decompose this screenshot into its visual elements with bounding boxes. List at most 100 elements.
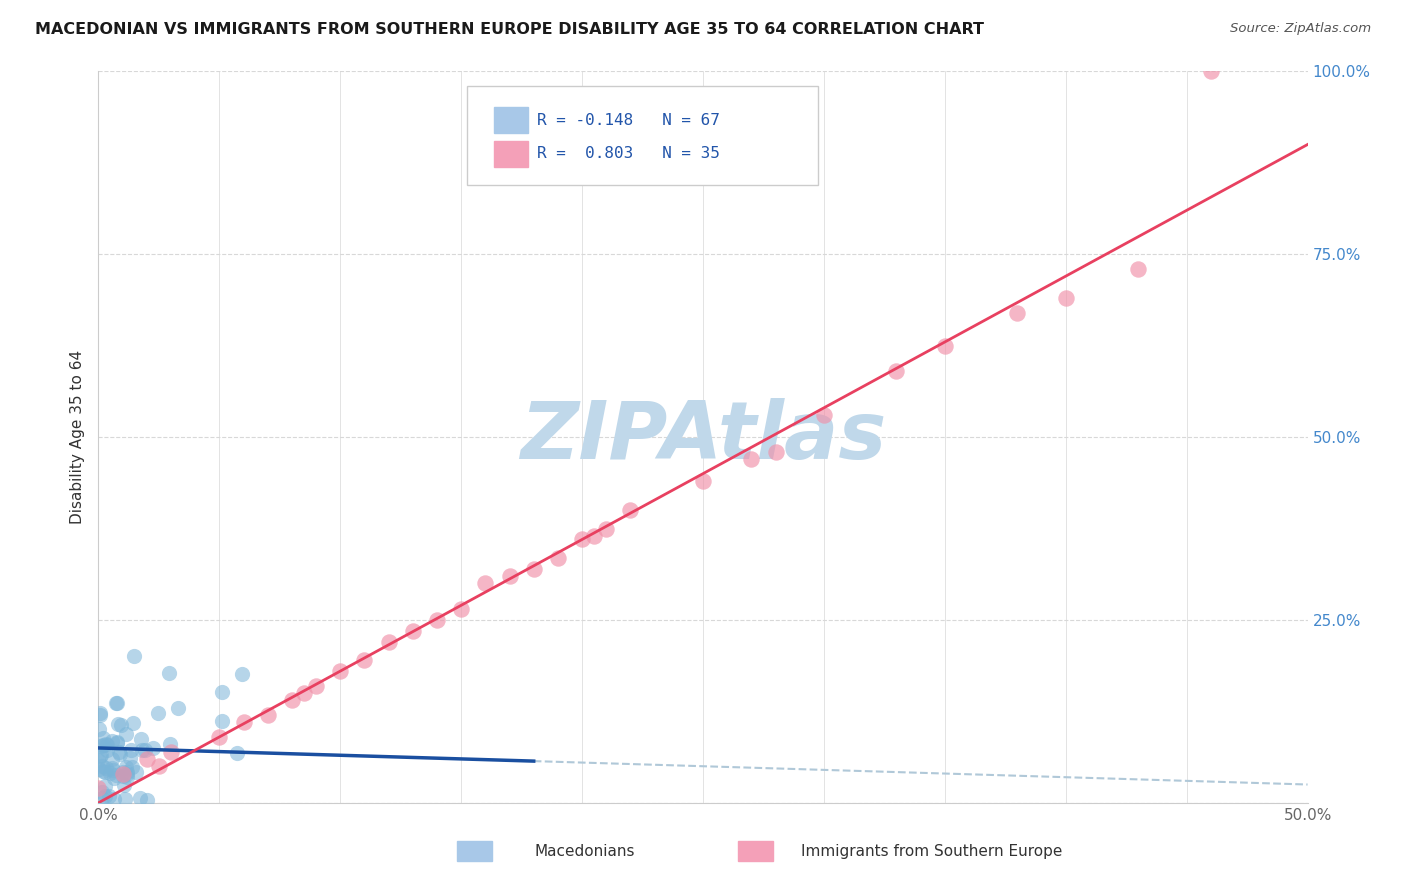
Point <box>765 444 787 458</box>
Point <box>94 764 117 779</box>
Text: R = -0.148   N = 67: R = -0.148 N = 67 <box>537 112 720 128</box>
Point <box>115 760 138 774</box>
Point <box>886 364 908 378</box>
Point <box>498 569 520 583</box>
Point <box>142 740 165 755</box>
Point <box>231 666 253 681</box>
Point <box>402 624 425 638</box>
Point <box>135 752 157 766</box>
Point <box>117 771 139 785</box>
Point <box>121 715 143 730</box>
Y-axis label: Disability Age 35 to 64: Disability Age 35 to 64 <box>70 350 86 524</box>
Point <box>101 733 124 747</box>
Point <box>159 737 181 751</box>
Point <box>292 686 315 700</box>
Point <box>90 739 112 753</box>
Point <box>523 562 546 576</box>
Point <box>87 762 110 776</box>
Point <box>547 550 569 565</box>
Point <box>583 529 606 543</box>
Point <box>103 771 125 785</box>
Point <box>89 706 111 720</box>
Point <box>934 338 956 352</box>
Point <box>353 653 375 667</box>
Point <box>232 715 254 730</box>
Point <box>105 696 128 710</box>
Point <box>619 503 641 517</box>
Point <box>107 736 129 750</box>
FancyBboxPatch shape <box>467 86 818 185</box>
Point <box>1128 261 1150 276</box>
Point <box>305 679 328 693</box>
Point <box>125 765 148 780</box>
Point <box>94 761 117 775</box>
Point <box>426 613 449 627</box>
Point <box>256 708 278 723</box>
Point <box>131 743 153 757</box>
Point <box>98 789 121 804</box>
Point <box>105 696 128 710</box>
Point <box>740 452 762 467</box>
Point <box>87 781 110 796</box>
Point <box>225 746 247 760</box>
Point <box>120 743 142 757</box>
Point <box>111 764 134 779</box>
Point <box>474 576 496 591</box>
Point <box>108 747 131 761</box>
Point <box>87 753 110 767</box>
Point <box>692 474 714 488</box>
Point <box>94 737 117 751</box>
Point <box>93 764 115 778</box>
Point <box>104 768 127 782</box>
Text: Immigrants from Southern Europe: Immigrants from Southern Europe <box>801 845 1063 859</box>
Point <box>813 408 835 422</box>
Point <box>89 723 111 737</box>
Point <box>211 714 233 728</box>
Point <box>281 693 304 707</box>
Point <box>101 761 124 775</box>
Point <box>134 742 156 756</box>
Point <box>100 752 122 766</box>
Text: ZIPAtlas: ZIPAtlas <box>520 398 886 476</box>
Point <box>101 763 124 777</box>
Point <box>91 738 114 752</box>
Point <box>122 649 145 664</box>
Point <box>129 732 152 747</box>
Point <box>115 764 138 779</box>
Point <box>114 791 136 805</box>
Point <box>135 793 157 807</box>
Point <box>96 738 118 752</box>
Text: R =  0.803   N = 35: R = 0.803 N = 35 <box>537 146 720 161</box>
Point <box>105 734 128 748</box>
Point <box>110 717 132 731</box>
Point <box>1199 64 1222 78</box>
Point <box>1007 306 1029 320</box>
Point <box>90 785 112 799</box>
Point <box>329 664 352 678</box>
Point <box>112 769 135 783</box>
Point <box>148 759 170 773</box>
Point <box>166 701 188 715</box>
Point <box>114 727 136 741</box>
Point <box>121 760 143 774</box>
Point <box>111 766 134 780</box>
Point <box>96 743 118 757</box>
Point <box>107 745 129 759</box>
Point <box>129 790 152 805</box>
Point <box>89 749 111 764</box>
Point <box>91 759 114 773</box>
Point <box>1054 291 1077 305</box>
Point <box>98 765 121 780</box>
Point <box>146 706 169 720</box>
Point <box>91 731 114 745</box>
Point <box>160 745 183 759</box>
Point <box>91 791 114 805</box>
Bar <box>494 107 527 134</box>
Text: MACEDONIAN VS IMMIGRANTS FROM SOUTHERN EUROPE DISABILITY AGE 35 TO 64 CORRELATIO: MACEDONIAN VS IMMIGRANTS FROM SOUTHERN E… <box>35 22 984 37</box>
Text: Source: ZipAtlas.com: Source: ZipAtlas.com <box>1230 22 1371 36</box>
Point <box>595 521 617 535</box>
Point <box>450 602 472 616</box>
Point <box>120 750 142 764</box>
Point <box>208 730 231 744</box>
Point <box>571 533 593 547</box>
